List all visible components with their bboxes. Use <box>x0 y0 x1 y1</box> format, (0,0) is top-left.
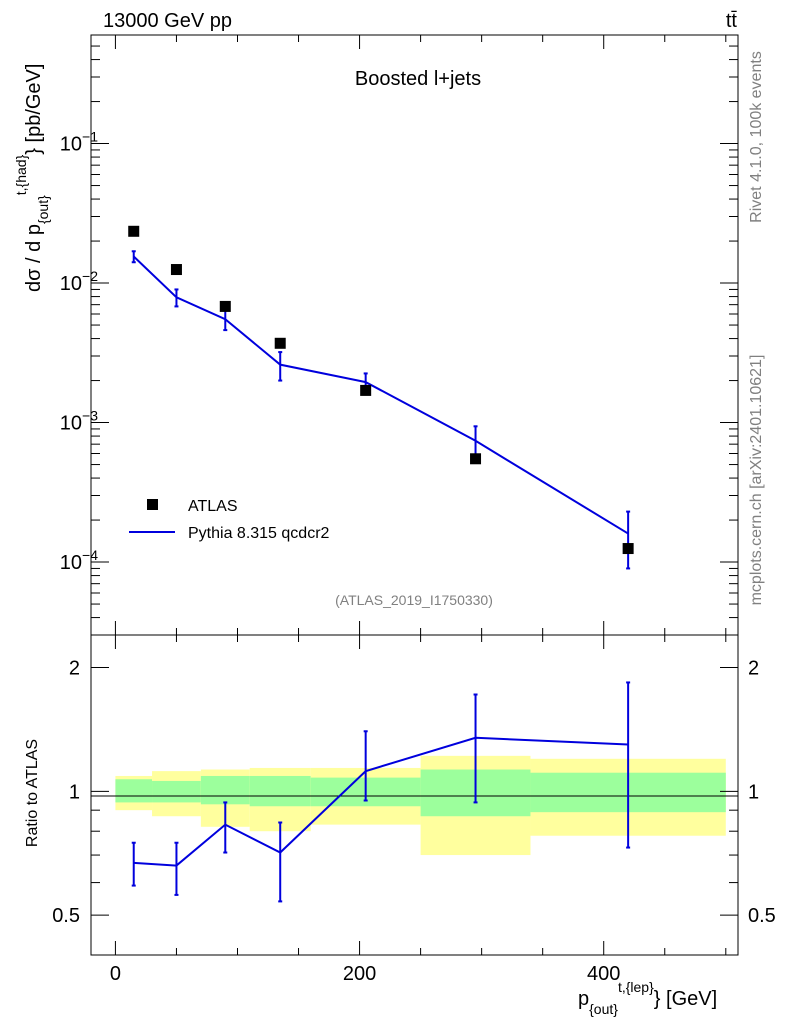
ratio-data-layer <box>131 681 631 903</box>
y-tick-label: 1 <box>748 781 759 803</box>
analysis-watermark: (ATLAS_2019_I1750330) <box>335 592 493 608</box>
atlas-data-point <box>128 225 140 237</box>
y-tick-label: 1 <box>69 781 80 803</box>
legend-pythia-label: Pythia 8.315 qcdcr2 <box>188 525 330 542</box>
atlas-data-point <box>622 543 634 555</box>
x-tick-label: 400 <box>587 963 620 985</box>
ratio-frame <box>90 634 739 956</box>
main-y-axis-label: dσ / d p{out}t,{had}} [pb/GeV] <box>13 64 51 292</box>
atlas-data-point <box>360 384 372 396</box>
y-tick-label: 2 <box>748 658 759 680</box>
y-tick-label: 0.5 <box>748 905 776 927</box>
y-tick-label: 10−4 <box>60 547 98 574</box>
main-frame <box>90 34 739 636</box>
header-process-label: tt̄ <box>726 10 738 32</box>
chart-title: Boosted l+jets <box>355 68 481 90</box>
header-energy-label: 13000 GeV pp <box>103 10 232 32</box>
mcplots-label: mcplots.cern.ch [arXiv:2401.10621] <box>748 355 765 606</box>
atlas-data-point <box>274 337 286 349</box>
ratio-band-inner <box>152 780 201 803</box>
atlas-data-point <box>219 300 231 312</box>
y-tick-label: 0.5 <box>52 905 80 927</box>
y-tick-label: 10−2 <box>60 268 98 295</box>
ratio-y-axis-label: Ratio to ATLAS <box>24 739 41 847</box>
y-tick-label: 10−1 <box>60 129 98 156</box>
y-tick-label: 10−3 <box>60 408 98 435</box>
pythia-line <box>133 255 629 535</box>
ratio-band-inner <box>200 775 250 805</box>
main-axis-ticks: 10−1 10−2 10−3 10−4 <box>60 35 738 636</box>
ratio-band-inner <box>249 775 311 807</box>
ratio-axis-ticks: 0 200 400 0.5 0.5 1 1 2 2 <box>52 635 776 985</box>
x-tick-label: 0 <box>110 963 121 985</box>
legend: ATLAS Pythia 8.315 qcdcr2 <box>129 498 330 542</box>
legend-atlas-label: ATLAS <box>188 498 238 515</box>
ratio-band-inner <box>115 779 153 803</box>
legend-atlas-marker <box>147 499 158 510</box>
atlas-data-point <box>170 264 182 276</box>
atlas-data-point <box>470 453 482 465</box>
y-tick-label: 2 <box>69 658 80 680</box>
main-data-layer <box>128 225 634 570</box>
main-panel: 10−1 10−2 10−3 10−4 Boosted l+jets (ATLAS_2… <box>13 34 739 636</box>
ratio-panel: 0 200 400 0.5 0.5 1 1 2 2 Ratio to ATLAS <box>24 634 776 985</box>
x-axis-label: p{out}t,{lep}} [GeV] <box>578 979 717 1017</box>
x-tick-label: 200 <box>343 963 376 985</box>
rivet-version-label: Rivet 4.1.0, 100k events <box>748 51 765 223</box>
